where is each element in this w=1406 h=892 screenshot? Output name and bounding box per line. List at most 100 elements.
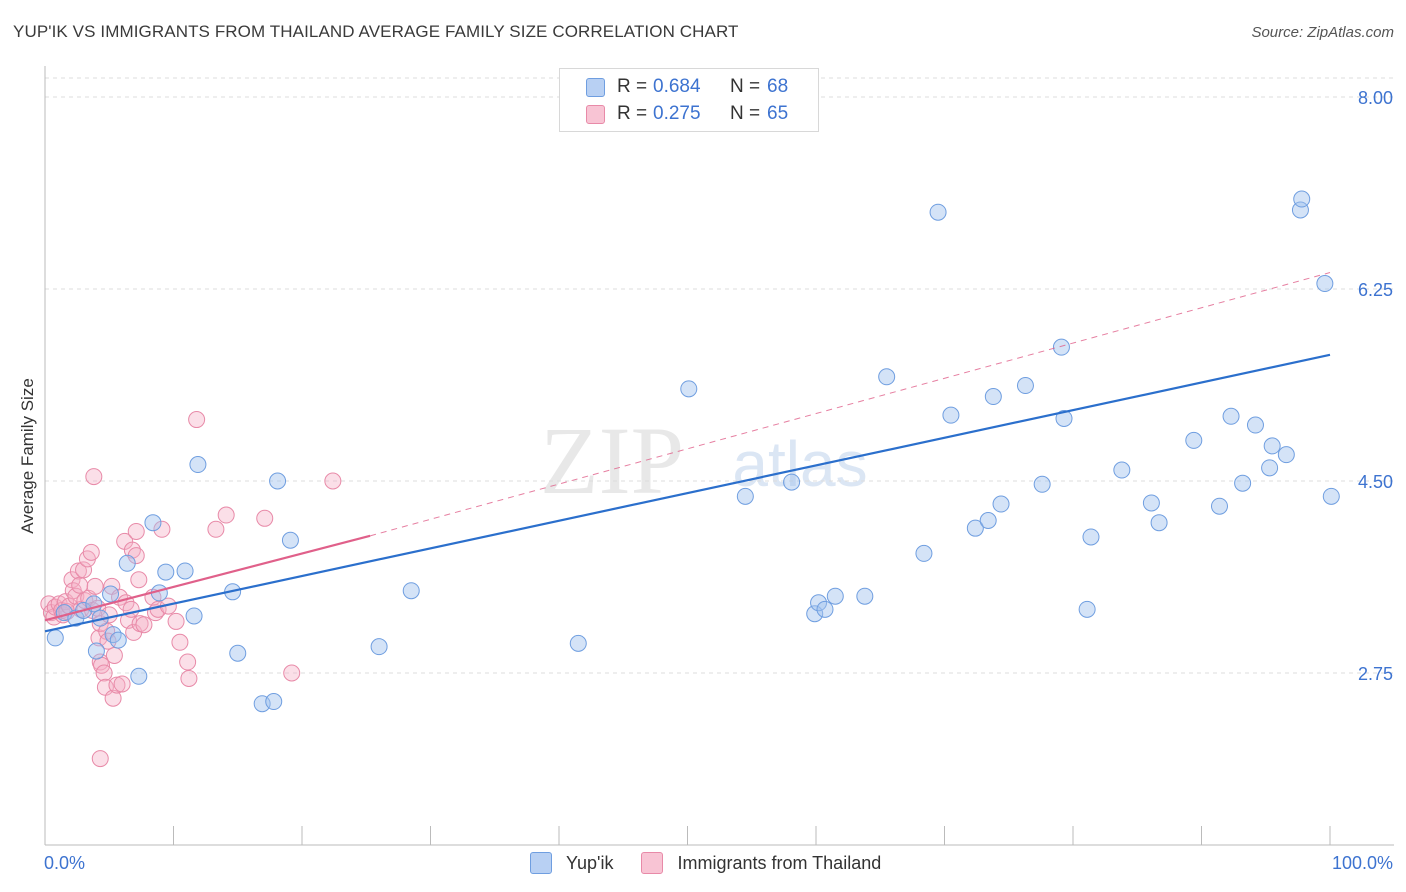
thailand-point xyxy=(130,571,148,589)
yupik-point xyxy=(185,607,203,625)
legend-item-yupik: Yup'ik xyxy=(530,852,613,874)
yupik-point xyxy=(806,605,824,623)
yupik-point xyxy=(1316,275,1334,293)
trend-lines xyxy=(44,272,1331,633)
source-label: Source: ZipAtlas.com xyxy=(1251,24,1394,41)
thailand-point xyxy=(108,676,126,694)
legend-n-value: 65 xyxy=(767,103,789,124)
yupik-series xyxy=(46,190,1340,713)
thailand-point xyxy=(188,411,206,429)
legend-n-label: N = xyxy=(730,103,761,124)
yupik-point xyxy=(1261,459,1279,477)
yupik-point xyxy=(1016,377,1034,395)
yupik-point xyxy=(942,406,960,424)
thailand-trendline xyxy=(44,534,371,622)
thailand-point xyxy=(75,561,93,579)
yupik-point xyxy=(1210,497,1228,515)
yupik-point xyxy=(130,667,148,685)
yupik-point xyxy=(1142,494,1160,512)
legend-swatch-thailand xyxy=(586,104,605,124)
yupik-point xyxy=(783,473,801,491)
grid-lines xyxy=(45,77,1394,674)
thailand-point xyxy=(256,509,274,527)
correlation-legend: R = 0.684 N = 68 R = 0.275 N = 65 xyxy=(559,68,819,132)
yupik-point xyxy=(680,380,698,398)
thailand-point xyxy=(105,646,123,664)
yupik-point xyxy=(1322,487,1340,505)
yupik-point xyxy=(1222,407,1240,425)
yupik-point xyxy=(281,531,299,549)
yupik-point xyxy=(102,585,120,603)
legend-row-yupik: R = 0.684 N = 68 xyxy=(586,75,788,99)
thailand-point xyxy=(171,633,189,651)
yupik-point xyxy=(826,587,844,605)
yupik-point xyxy=(370,638,388,656)
yupik-point xyxy=(979,511,997,529)
thailand-point xyxy=(127,522,145,540)
chart-title: YUP'IK VS IMMIGRANTS FROM THAILAND AVERA… xyxy=(13,22,739,41)
legend-r-value: 0.275 xyxy=(653,103,701,124)
yupik-point xyxy=(87,642,105,660)
thailand-point xyxy=(217,506,235,524)
thailand-point xyxy=(91,750,109,768)
yupik-point xyxy=(402,582,420,600)
thailand-point xyxy=(82,543,100,561)
yupik-point xyxy=(1078,600,1096,618)
yupik-point xyxy=(816,600,834,618)
yupik-point xyxy=(1113,461,1131,479)
yupik-point xyxy=(1150,514,1168,532)
thailand-point xyxy=(167,612,185,630)
x-tick-label: 0.0% xyxy=(44,853,85,873)
y-tick-label: 4.50 xyxy=(1358,472,1393,492)
yupik-point xyxy=(992,495,1010,513)
yupik-point xyxy=(929,203,947,221)
legend-r-value: 0.684 xyxy=(653,76,701,97)
legend-label-yupik: Yup'ik xyxy=(566,852,614,873)
thailand-point xyxy=(324,472,342,490)
y-tick-label: 8.00 xyxy=(1358,88,1393,108)
thailand-point xyxy=(207,520,225,538)
watermark-atlas: atlas xyxy=(732,428,867,500)
yupik-point xyxy=(856,587,874,605)
yupik-point xyxy=(229,644,247,662)
legend-label-thailand: Immigrants from Thailand xyxy=(677,852,882,873)
yupik-point xyxy=(109,631,127,649)
tick-labels: 2.75 4.50 6.25 8.00 0.0% 100.0% xyxy=(44,88,1393,873)
legend-n-label: N = xyxy=(730,76,761,97)
yupik-point xyxy=(46,629,64,647)
yupik-point xyxy=(1082,528,1100,546)
yupik-point xyxy=(915,544,933,562)
legend-r-label: R = xyxy=(617,103,648,124)
yupik-point xyxy=(569,634,587,652)
yupik-point xyxy=(1055,409,1073,427)
yupik-point xyxy=(966,519,984,537)
yupik-point xyxy=(265,693,283,711)
legend-n-value: 68 xyxy=(767,76,789,97)
thailand-point xyxy=(180,669,198,687)
thailand-trendline-extension xyxy=(369,272,1331,537)
yupik-point xyxy=(157,563,175,581)
yupik-point xyxy=(1052,338,1070,356)
yupik-point xyxy=(984,388,1002,406)
yupik-point xyxy=(736,487,754,505)
thailand-point xyxy=(69,562,87,580)
zipatlas-watermark: ZIP atlas xyxy=(540,407,868,514)
thailand-point xyxy=(85,468,103,486)
thailand-point xyxy=(104,689,122,707)
legend-swatch-yupik xyxy=(586,77,605,97)
thailand-point xyxy=(95,664,113,682)
thailand-point xyxy=(86,577,104,595)
yupik-point xyxy=(1234,474,1252,492)
yupik-trendline xyxy=(44,353,1331,633)
legend-swatch-thailand xyxy=(641,852,664,874)
x-tick-label: 100.0% xyxy=(1332,853,1393,873)
legend-row-thailand: R = 0.275 N = 65 xyxy=(586,102,788,126)
yupik-point xyxy=(176,562,194,580)
yupik-point xyxy=(118,554,136,572)
axes xyxy=(44,66,1394,846)
thailand-point xyxy=(179,653,197,671)
thailand-point xyxy=(153,520,171,538)
yupik-point xyxy=(810,594,828,612)
y-tick-label: 6.25 xyxy=(1358,280,1393,300)
